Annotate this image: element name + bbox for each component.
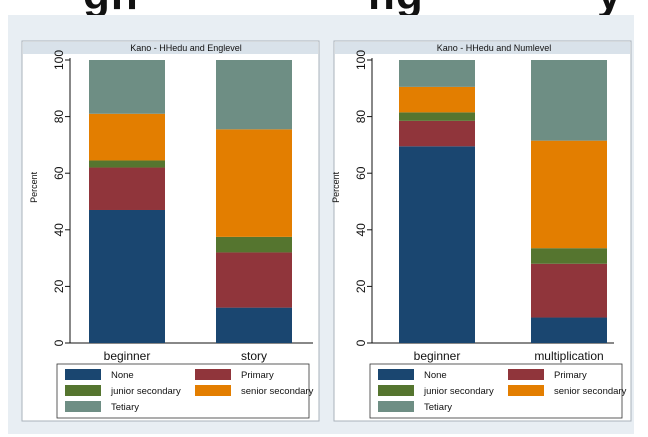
chart-1-ytick-label-80: 80 (354, 110, 368, 124)
chart-1-bar-multiplication-tetiary (531, 60, 607, 141)
chart-0-legend-label-3: senior secondary (241, 386, 314, 397)
chart-0-bar-beginner-tetiary (89, 60, 165, 114)
chart-1-bar-beginner-senior-secondary (399, 86, 475, 113)
chart-0-bar-beginner-junior-secondary (89, 160, 165, 168)
chart-1-ytick-label-60: 60 (354, 166, 368, 180)
chart-0-legend-label-0: None (111, 370, 134, 381)
chart-0-legend-label-1: Primary (241, 370, 274, 381)
chart-0-bar-beginner-primary (89, 167, 165, 210)
chart-1-bar-beginner-none (399, 146, 475, 343)
chart-0-title-band (23, 42, 318, 54)
chart-1-bar-beginner-primary (399, 120, 475, 147)
chart-1-bar-multiplication-none (531, 317, 607, 343)
chart-0-legend-swatch-0 (65, 369, 101, 380)
chart-1-ytick-label-100: 100 (354, 50, 368, 70)
chart-0-ytick-label-80: 80 (52, 110, 66, 124)
chart-1-bar-beginner-tetiary (399, 60, 475, 87)
chart-0-bar-story-primary (216, 252, 292, 308)
chart-0-category-label-0: beginner (104, 349, 151, 363)
chart-0-category-label-1: story (241, 349, 267, 363)
chart-1-bar-multiplication-senior-secondary (531, 140, 607, 249)
chart-0-legend-swatch-2 (65, 385, 101, 396)
chart-1-title: Kano - HHedu and Numlevel (437, 43, 552, 53)
chart-1-legend-swatch-0 (378, 369, 414, 380)
chart-0-ytick-label-20: 20 (52, 279, 66, 293)
chart-0-bar-beginner-senior-secondary (89, 113, 165, 161)
chart-0-ytick-label-0: 0 (52, 339, 66, 346)
chart-1-ytick-label-0: 0 (354, 339, 368, 346)
chart-0-legend-swatch-3 (195, 385, 231, 396)
chart-1-bar-beginner-junior-secondary (399, 112, 475, 121)
chart-0-legend-swatch-1 (195, 369, 231, 380)
chart-0-bar-story-senior-secondary (216, 129, 292, 237)
chart-1-title-band (335, 42, 630, 54)
chart-0-bar-story-none (216, 307, 292, 343)
chart-1-category-label-0: beginner (414, 349, 461, 363)
heading-fragment-middle: ng (368, 0, 424, 17)
chart-1-bar-multiplication-junior-secondary (531, 248, 607, 264)
chart-0-ytick-label-60: 60 (52, 166, 66, 180)
chart-1-legend-label-3: senior secondary (554, 386, 627, 397)
chart-0-legend-swatch-4 (65, 401, 101, 412)
heading-fragment-right: y (597, 0, 622, 17)
chart-0-y-label: Percent (29, 171, 39, 203)
chart-1-bar-multiplication-primary (531, 263, 607, 318)
chart-1-legend-label-4: Tetiary (424, 402, 452, 413)
chart-1-legend-swatch-3 (508, 385, 544, 396)
chart-0-bar-story-junior-secondary (216, 236, 292, 253)
chart-1-ytick-label-20: 20 (354, 279, 368, 293)
chart-1-legend-label-1: Primary (554, 370, 587, 381)
chart-0-legend-label-2: junior secondary (110, 386, 181, 397)
chart-0-ytick-label-100: 100 (52, 50, 66, 70)
heading-fragment-left: gh (83, 0, 139, 17)
chart-0-title: Kano - HHedu and Englevel (130, 43, 242, 53)
chart-1-legend-label-2: junior secondary (423, 386, 494, 397)
chart-0-legend-label-4: Tetiary (111, 402, 139, 413)
chart-0-bar-story-tetiary (216, 60, 292, 130)
chart-1-ytick-label-40: 40 (354, 223, 368, 237)
chart-1-y-label: Percent (331, 171, 341, 203)
chart-0-ytick-label-40: 40 (52, 223, 66, 237)
chart-1-category-label-1: multiplication (534, 349, 603, 363)
charts-svg: Kano - HHedu and Englevel 0 20 40 60 80 100 Per… (21, 40, 632, 422)
chart-1-legend-swatch-1 (508, 369, 544, 380)
figure-panel: Kano - HHedu and Englevel 0 20 40 60 80 100 Per… (8, 15, 634, 434)
chart-1-legend-label-0: None (424, 370, 447, 381)
chart-1-legend-swatch-4 (378, 401, 414, 412)
chart-1-legend-swatch-2 (378, 385, 414, 396)
chart-0-bar-beginner-none (89, 209, 165, 343)
